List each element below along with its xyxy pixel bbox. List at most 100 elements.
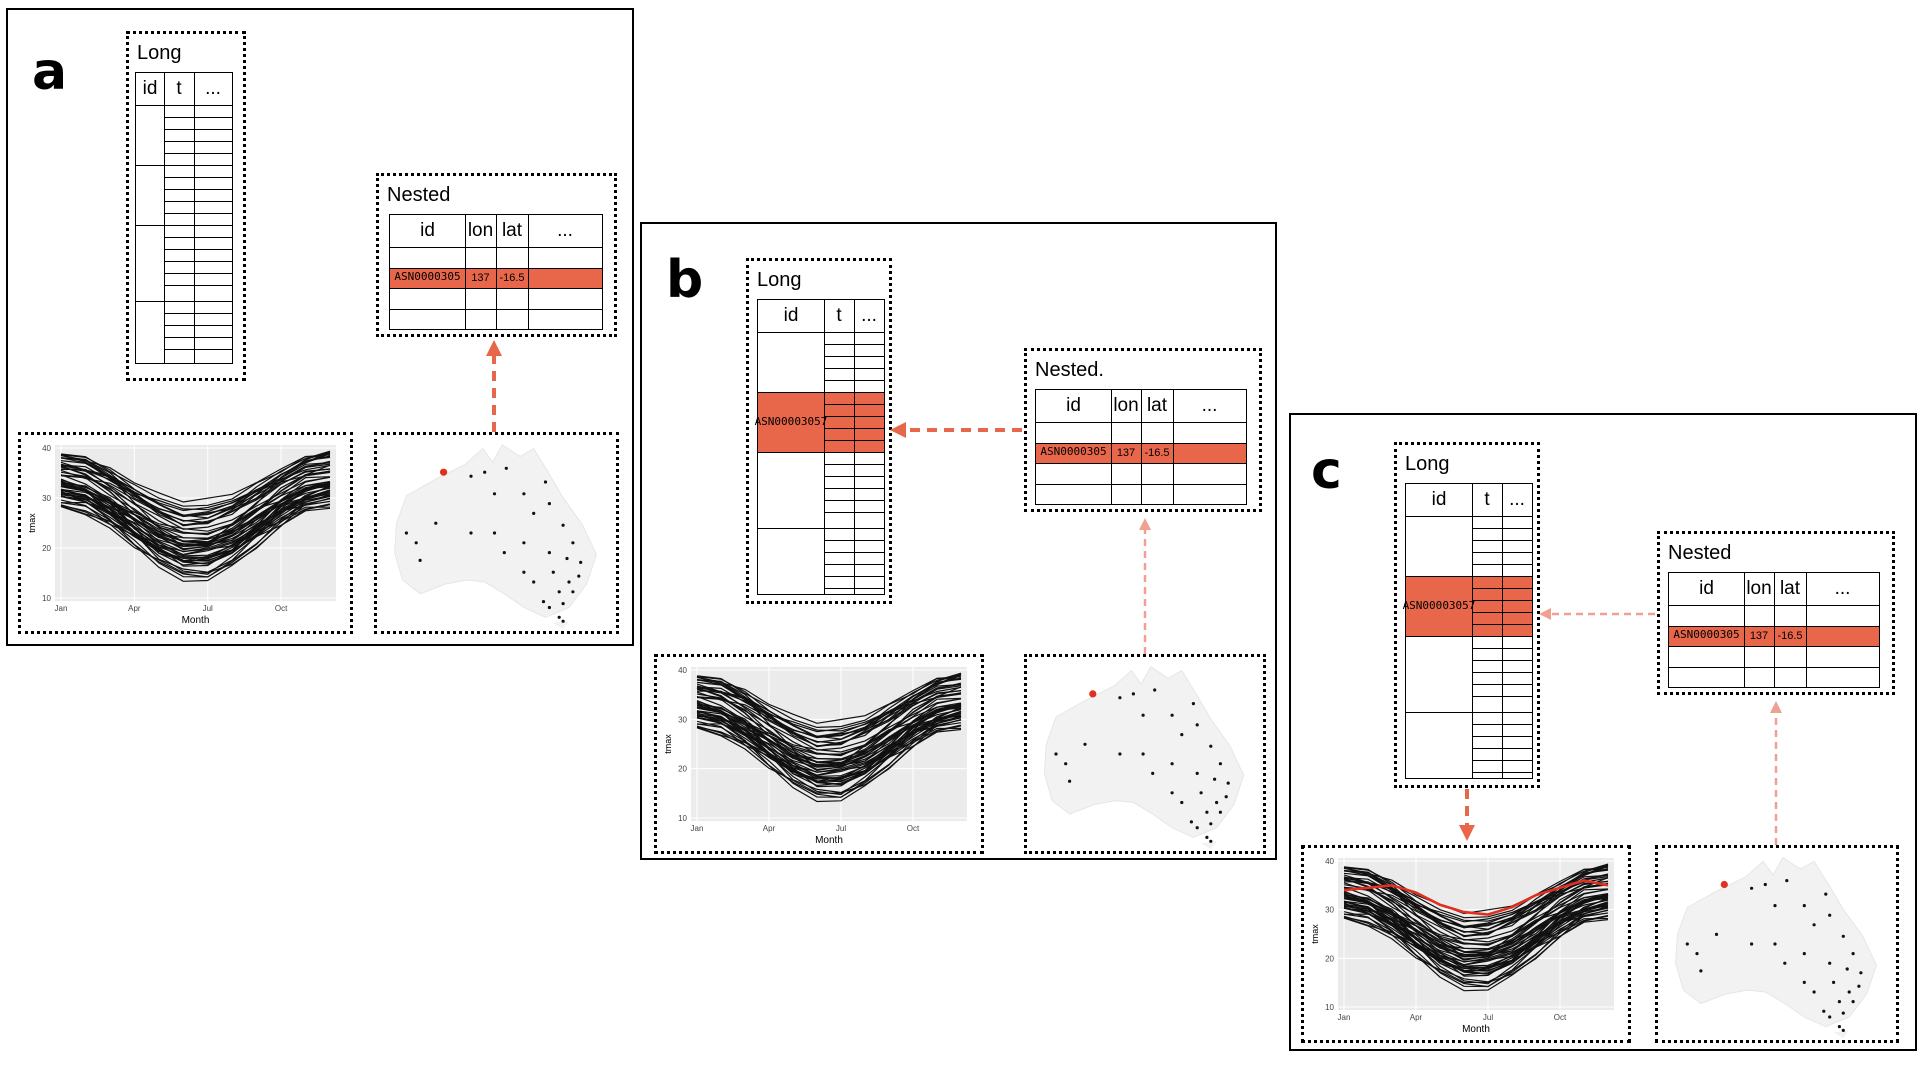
plot-series-line xyxy=(60,474,331,567)
nested-col-divider xyxy=(1141,390,1142,504)
plot-x-axis-label: Month xyxy=(1462,1024,1490,1035)
long-table-title: Long xyxy=(757,269,802,291)
long-row-line xyxy=(824,540,884,541)
plot-series-line xyxy=(696,695,962,788)
map-box xyxy=(1655,845,1899,1043)
long-row-line xyxy=(1472,600,1532,601)
map-station-point xyxy=(1828,913,1832,917)
plot-y-tick-label: 30 xyxy=(678,715,687,724)
timeseries-plot-box: 10 20 30 40 Jan Apr Jul Oct Month tmax xyxy=(654,654,984,854)
map-station-point xyxy=(1699,969,1703,973)
plot-series-line xyxy=(1343,867,1609,915)
nested-table-title: Nested xyxy=(1668,542,1732,564)
long-row-line xyxy=(1472,696,1532,697)
long-group-divider xyxy=(136,301,232,302)
long-row-line xyxy=(164,249,232,250)
map-station-point xyxy=(1763,882,1767,887)
long-header-cell: ... xyxy=(205,78,221,99)
map-station-point xyxy=(1841,934,1845,938)
plot-series-line xyxy=(60,494,331,578)
long-row-line xyxy=(824,404,884,405)
long-row-line xyxy=(824,576,884,577)
australia-map xyxy=(394,444,597,630)
timeseries-plot-box: 10 20 30 40 Jan Apr Jul Oct Month tmax xyxy=(1301,845,1631,1043)
nested-table-title: Nested xyxy=(387,184,451,206)
plot-series-line xyxy=(696,715,962,798)
nested-col-divider xyxy=(465,215,466,329)
long-table: id t... xyxy=(135,72,233,364)
nested-table-box: Nested id lon lat... ASN0000305 137 -16.5 xyxy=(1657,531,1895,695)
plot-series-line xyxy=(696,696,962,761)
map-station-point xyxy=(1141,752,1145,756)
long-header-cell: id xyxy=(142,78,158,99)
panel-b: b Long id t... ASN000 03057 Nested. id lon la… xyxy=(640,222,1277,860)
long-row-line xyxy=(824,440,884,441)
map-station-point xyxy=(1141,713,1145,717)
long-highlight-row xyxy=(758,392,884,452)
long-group-divider xyxy=(758,528,884,529)
long-row-line xyxy=(164,349,232,350)
long-row-line xyxy=(824,488,884,489)
long-row-line xyxy=(164,273,232,274)
map-station-point xyxy=(1195,771,1199,775)
map-station-point xyxy=(1802,980,1806,984)
map-station-point xyxy=(1170,713,1174,717)
long-header-divider xyxy=(1406,516,1532,517)
map-station-point xyxy=(1213,777,1217,781)
plot-series-line xyxy=(1343,901,1609,953)
map-station-point xyxy=(434,521,438,525)
map-station-point xyxy=(522,492,526,496)
long-table-box: Long id t... ASN000 03057 xyxy=(746,258,892,604)
long-group-divider xyxy=(136,225,232,226)
arrows-panel-c xyxy=(1459,608,1782,845)
long-row-line xyxy=(1472,552,1532,553)
nested-header-cell: lat xyxy=(1146,395,1168,416)
long-row-line xyxy=(1472,724,1532,725)
australia-map xyxy=(1043,665,1245,850)
long-table: id t... ASN000 03057 xyxy=(755,299,885,595)
plot-series-line xyxy=(696,685,962,740)
nested-lon-value: 137 xyxy=(1749,629,1769,642)
plot-series-line xyxy=(60,469,331,518)
plot-y-tick-label: 30 xyxy=(1325,906,1334,915)
nested-row-line xyxy=(1036,483,1246,485)
plot-y-tick-label: 30 xyxy=(42,494,51,503)
map-station-point xyxy=(532,580,536,584)
long-header-divider xyxy=(136,105,232,106)
plot-series-line xyxy=(696,710,962,763)
long-table: id t... ASN000 03057 xyxy=(1403,483,1533,779)
map-station-point xyxy=(1218,810,1222,814)
australia-map xyxy=(1675,856,1878,1039)
long-row-line xyxy=(164,261,232,262)
map-station-point xyxy=(1750,942,1754,946)
plot-series-line xyxy=(1343,882,1609,929)
map-station-point xyxy=(567,580,571,584)
map-station-point xyxy=(1218,762,1222,766)
plot-series-line xyxy=(1343,887,1609,950)
map-station-point xyxy=(1783,961,1787,965)
long-row-line xyxy=(824,428,884,429)
long-col-divider xyxy=(1472,484,1473,778)
long-group-divider xyxy=(1406,576,1532,577)
long-row-line xyxy=(164,325,232,326)
map-station-point xyxy=(1215,800,1219,805)
map-station-point xyxy=(561,619,565,623)
long-row-line xyxy=(1472,540,1532,541)
long-header-cell: id xyxy=(1431,489,1447,510)
nested-row-line xyxy=(390,267,602,269)
long-highlight-id: ASN000 03057 xyxy=(755,392,828,452)
map-station-point xyxy=(469,531,473,535)
long-header-cell: ... xyxy=(1509,489,1525,510)
long-row-line xyxy=(824,500,884,501)
long-table-title: Long xyxy=(1405,453,1450,475)
map-station-point xyxy=(577,574,581,578)
long-col-divider xyxy=(854,300,855,332)
long-row-line xyxy=(1472,612,1532,613)
long-table-title: Long xyxy=(137,42,182,64)
long-group-divider xyxy=(1406,636,1532,637)
map-station-point xyxy=(1209,744,1213,748)
plot-series-line xyxy=(696,690,962,757)
plot-x-axis-label: Month xyxy=(815,835,843,846)
map-station-point xyxy=(1847,990,1851,994)
map-station-point xyxy=(1209,822,1213,826)
